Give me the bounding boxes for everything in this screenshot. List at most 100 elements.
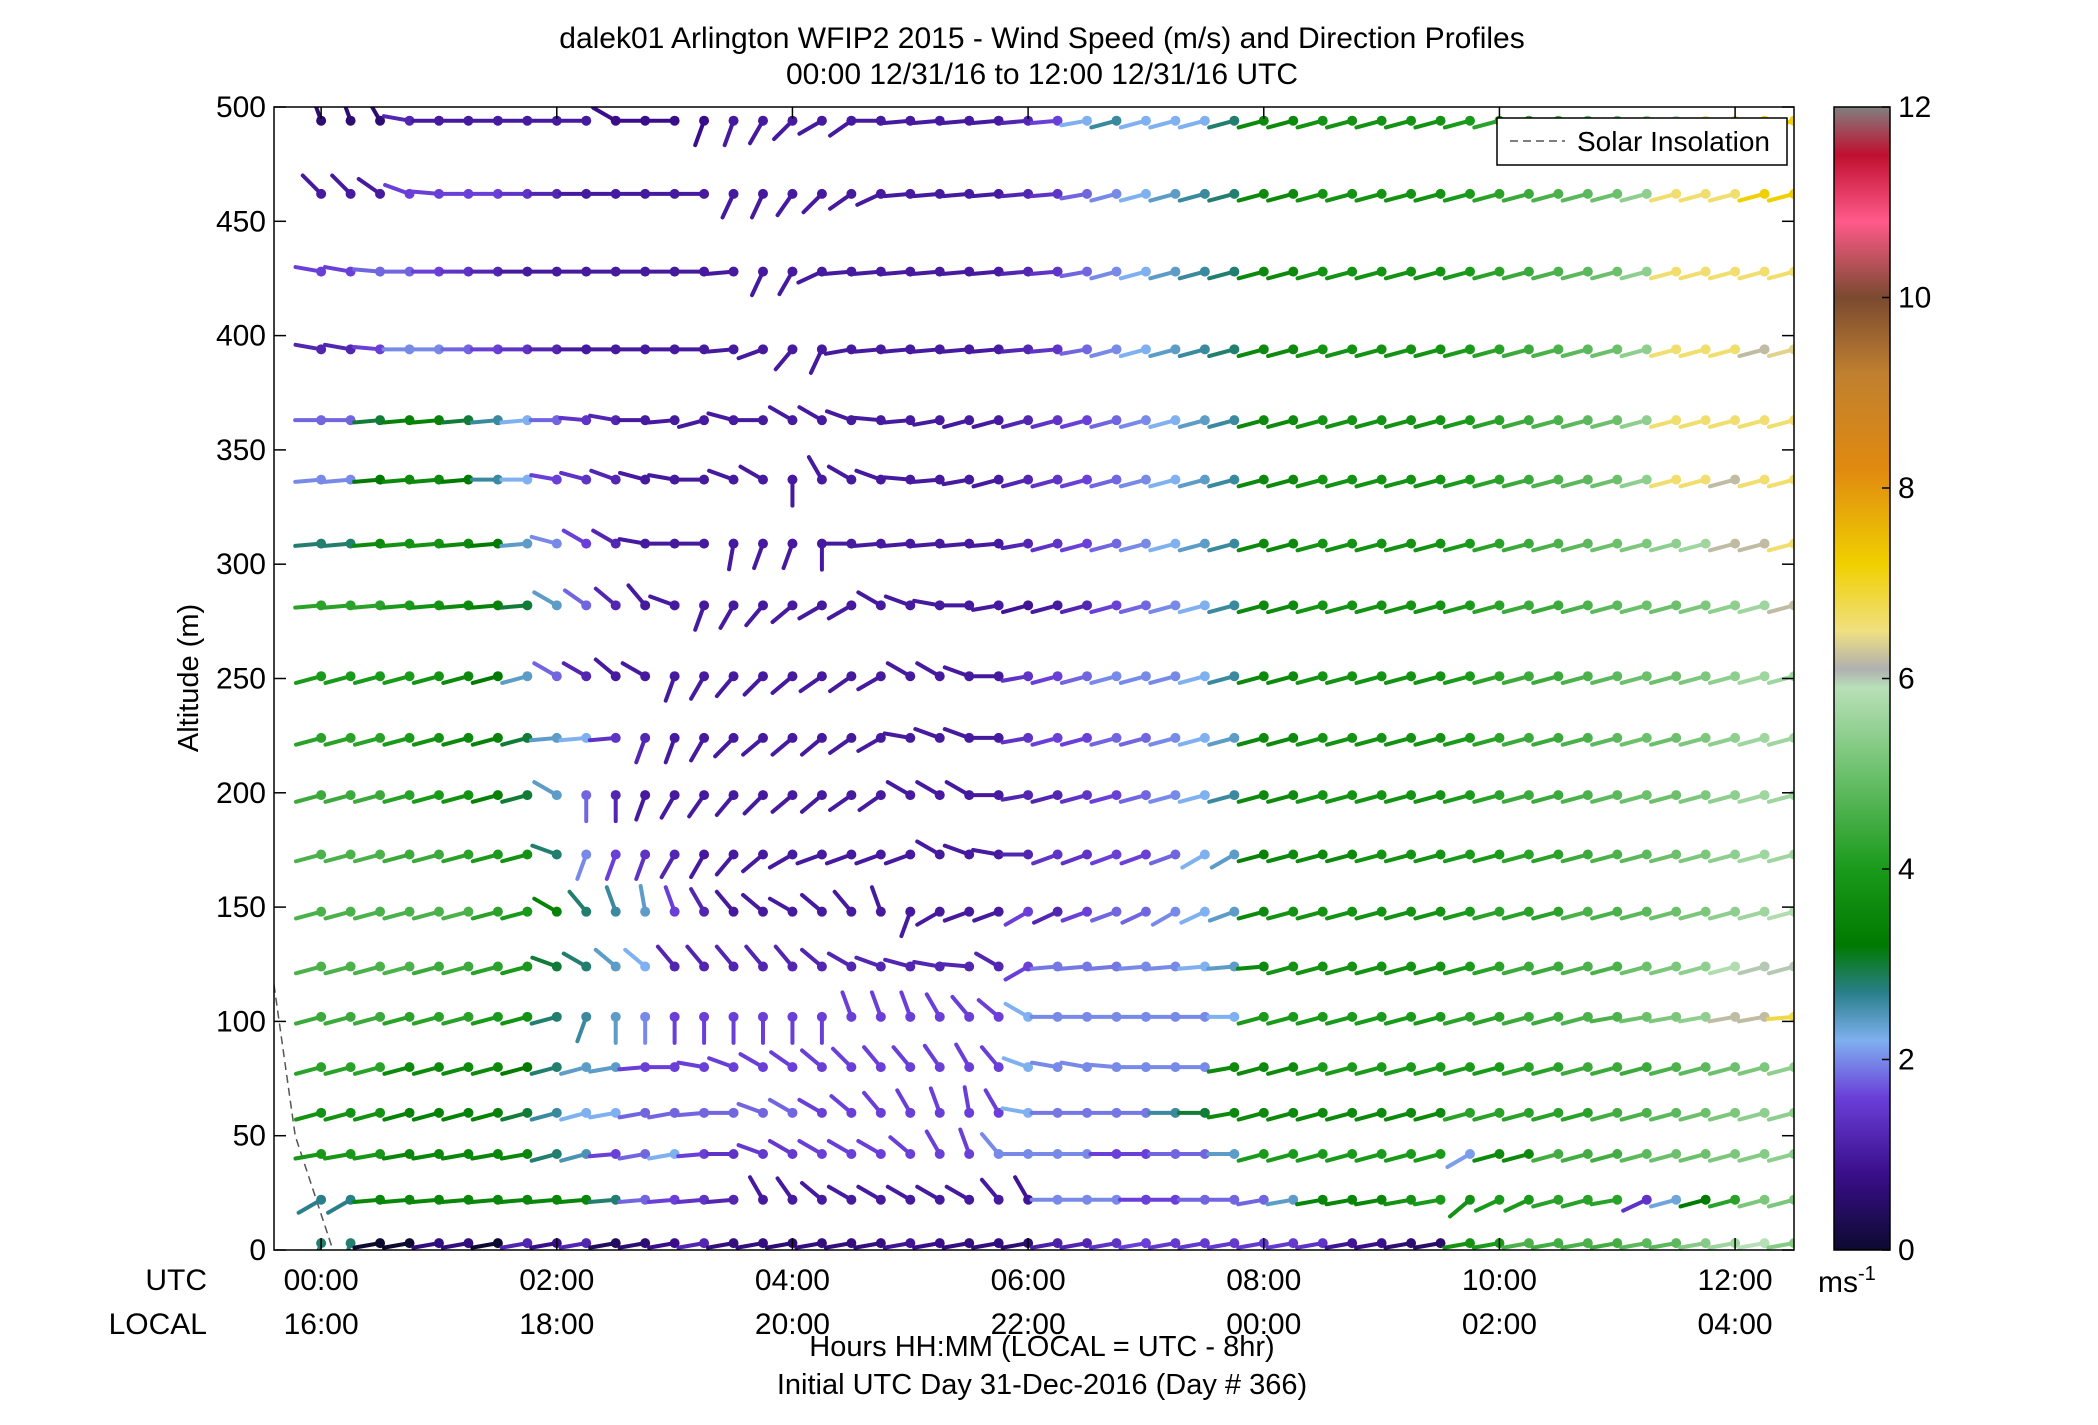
wind-barb-point <box>1347 344 1358 355</box>
wind-barb-point <box>1258 115 1269 126</box>
wind-barb-point <box>1288 1194 1299 1205</box>
wind-barb-point <box>1523 790 1534 801</box>
wind-barb-point <box>1464 1107 1475 1118</box>
wind-barb-point <box>1435 849 1446 860</box>
wind-barb-point <box>816 1011 827 1022</box>
colorbar-tick-label: 12 <box>1898 91 1931 124</box>
wind-barb-point <box>964 1062 975 1073</box>
wind-barb-point <box>375 732 386 743</box>
wind-barb-point <box>1082 266 1093 277</box>
wind-barb-point <box>1140 600 1151 611</box>
wind-barb-point <box>345 732 356 743</box>
wind-barb-point <box>816 671 827 682</box>
wind-barb-point <box>1111 344 1122 355</box>
wind-barb-point <box>1111 415 1122 426</box>
wind-barb-point <box>522 906 533 917</box>
wind-barb-point <box>1347 1148 1358 1159</box>
wind-barb-point <box>669 790 680 801</box>
wind-barb-point <box>1258 1011 1269 1022</box>
wind-barb-point <box>463 732 474 743</box>
x-tick-label-utc: 04:00 <box>755 1264 830 1297</box>
wind-barb-point <box>345 188 356 199</box>
wind-barb-point <box>728 266 739 277</box>
wind-barb-point <box>1199 790 1210 801</box>
wind-barb-point <box>551 474 562 485</box>
wind-barb-point <box>1789 1238 1794 1249</box>
wind-barb-point <box>1435 732 1446 743</box>
x-tick-label-utc: 10:00 <box>1462 1264 1537 1297</box>
wind-barb-point <box>1553 1107 1564 1118</box>
wind-barb-point <box>1376 961 1387 972</box>
wind-barb-point <box>316 1011 327 1022</box>
wind-barb-point <box>433 1011 444 1022</box>
wind-barb-point <box>316 188 327 199</box>
wind-barb-point <box>1376 906 1387 917</box>
wind-barb-point <box>1170 1062 1181 1073</box>
wind-barb-point <box>1759 188 1770 199</box>
colorbar-fill <box>1833 106 1891 1251</box>
wind-barb-point <box>757 671 768 682</box>
wind-barb-point <box>463 115 474 126</box>
wind-barb-point <box>1671 1011 1682 1022</box>
wind-barb-point <box>1464 474 1475 485</box>
wind-barb-point <box>1258 732 1269 743</box>
wind-barb-point <box>1082 115 1093 126</box>
wind-barb-point <box>846 1107 857 1118</box>
wind-barb-point <box>375 1107 386 1118</box>
wind-barb-point <box>905 1194 916 1205</box>
wind-barb-point <box>1612 906 1623 917</box>
wind-barb-point <box>964 1107 975 1118</box>
wind-barb-point <box>1641 849 1652 860</box>
wind-barb-point <box>1435 188 1446 199</box>
wind-barb-point <box>846 1062 857 1073</box>
wind-barb-point <box>522 474 533 485</box>
wind-barb-point <box>1347 961 1358 972</box>
wind-barb-point <box>1494 1011 1505 1022</box>
wind-barb-point <box>1494 790 1505 801</box>
wind-barb-point <box>1258 538 1269 549</box>
wind-barb-point <box>1671 906 1682 917</box>
wind-barb-point <box>1523 188 1534 199</box>
wind-barb-point <box>757 849 768 860</box>
wind-barb-point <box>581 671 592 682</box>
wind-barb-point <box>463 1062 474 1073</box>
wind-barb-point <box>787 266 798 277</box>
y-axis-label: Altitude (m) <box>173 604 205 752</box>
wind-barb-point <box>1288 344 1299 355</box>
wind-barb-point <box>934 1062 945 1073</box>
wind-barb-point <box>1553 600 1564 611</box>
wind-barb-point <box>1052 415 1063 426</box>
wind-barb-point <box>433 790 444 801</box>
wind-barb-point <box>1494 1148 1505 1159</box>
wind-barb-point <box>1199 671 1210 682</box>
wind-barb-point <box>1317 188 1328 199</box>
wind-barb-point <box>1199 600 1210 611</box>
wind-barb-point <box>1288 906 1299 917</box>
wind-barb-point <box>316 790 327 801</box>
wind-barb-point <box>1435 474 1446 485</box>
wind-barb-point <box>1406 1011 1417 1022</box>
wind-barb-point <box>846 1148 857 1159</box>
colorbar-tick-label: 0 <box>1898 1234 1915 1267</box>
y-tick-label: 400 <box>216 320 266 353</box>
wind-barb-point <box>1199 188 1210 199</box>
wind-barb-point <box>934 415 945 426</box>
wind-barb-point <box>1435 1011 1446 1022</box>
wind-barb-point <box>669 115 680 126</box>
wind-barb-point <box>1288 1148 1299 1159</box>
wind-barb-point <box>1582 1148 1593 1159</box>
wind-barb-point <box>1082 671 1093 682</box>
wind-barb-point <box>375 1148 386 1159</box>
wind-barb-point <box>728 344 739 355</box>
wind-barb-point <box>1347 906 1358 917</box>
wind-barb-point <box>757 538 768 549</box>
wind-barb-point <box>1052 1148 1063 1159</box>
wind-barb-point <box>1582 906 1593 917</box>
wind-barb-point <box>1406 188 1417 199</box>
wind-barb-point <box>1523 600 1534 611</box>
wind-barb-point <box>1023 600 1034 611</box>
wind-barb-point <box>846 1194 857 1205</box>
wind-barb-point <box>1288 266 1299 277</box>
wind-barb-point <box>1464 415 1475 426</box>
wind-barb-point <box>1317 849 1328 860</box>
